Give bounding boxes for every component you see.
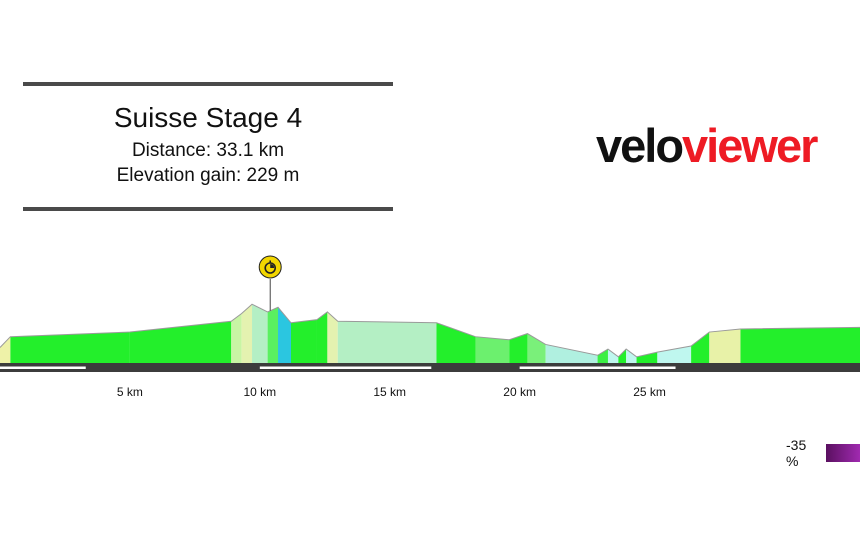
profile-segment [231, 313, 242, 363]
profile-segment [545, 344, 598, 363]
x-tick-label: 5 km [117, 385, 143, 399]
x-tick-label: 25 km [633, 385, 666, 399]
x-tick-label: 10 km [243, 385, 276, 399]
logo-part-velo: velo [596, 119, 684, 172]
profile-segment [252, 304, 268, 363]
veloviewer-logo: veloviewer [596, 119, 818, 172]
route-bar [0, 366, 86, 369]
profile-segment [327, 311, 338, 363]
elevation-profile-chart: 5 km 10 km 15 km 20 km 25 km [0, 255, 860, 399]
profile-segment [618, 349, 627, 363]
x-tick-label: 20 km [503, 385, 536, 399]
stage-title: Suisse Stage 4 [113, 102, 303, 133]
profile-segment [527, 333, 546, 363]
profile-segment [509, 333, 528, 363]
title-block: Suisse Stage 4 Distance: 33.1 km Elevati… [23, 82, 393, 212]
profile-segment [657, 345, 692, 363]
distance-text: Distance: 33.1 km [131, 140, 285, 161]
profile-segment [290, 319, 317, 363]
profile-segment [436, 322, 476, 363]
profile-outline [0, 303, 860, 358]
profile-segment [626, 349, 637, 363]
marker-layer [258, 255, 282, 311]
profile-segment [597, 349, 608, 363]
profile-segment [267, 307, 279, 363]
route-bars [0, 366, 676, 369]
profile-segment [337, 321, 437, 363]
profile-segment [607, 349, 619, 363]
elevation-gain-text: Elevation gain: 229 m [116, 165, 300, 186]
profile-segment [241, 304, 253, 363]
profile-segment [10, 332, 130, 363]
route-bar [519, 366, 676, 369]
gradient-legend: -35 % [786, 437, 860, 469]
profile-segment [740, 327, 860, 363]
logo-part-viewer: viewer [682, 119, 818, 172]
bottom-rule [23, 207, 393, 211]
profile-segment [709, 328, 741, 363]
x-tick-label: 15 km [373, 385, 406, 399]
legend-swatch [825, 444, 860, 462]
stopwatch-icon [258, 255, 282, 279]
profile-segment [0, 336, 11, 363]
top-rule [23, 82, 393, 86]
stopwatch-hand [270, 264, 275, 268]
legend-label: -35 % [786, 437, 807, 469]
route-bar [259, 366, 432, 369]
x-axis-ticks: 5 km 10 km 15 km 20 km 25 km [117, 385, 666, 399]
profile-segments [0, 303, 860, 363]
profile-segment [129, 321, 232, 363]
profile-segment [636, 352, 658, 363]
profile-segment [316, 311, 328, 363]
profile-segment [278, 307, 291, 363]
profile-segment [691, 332, 710, 363]
profile-segment [475, 336, 510, 363]
